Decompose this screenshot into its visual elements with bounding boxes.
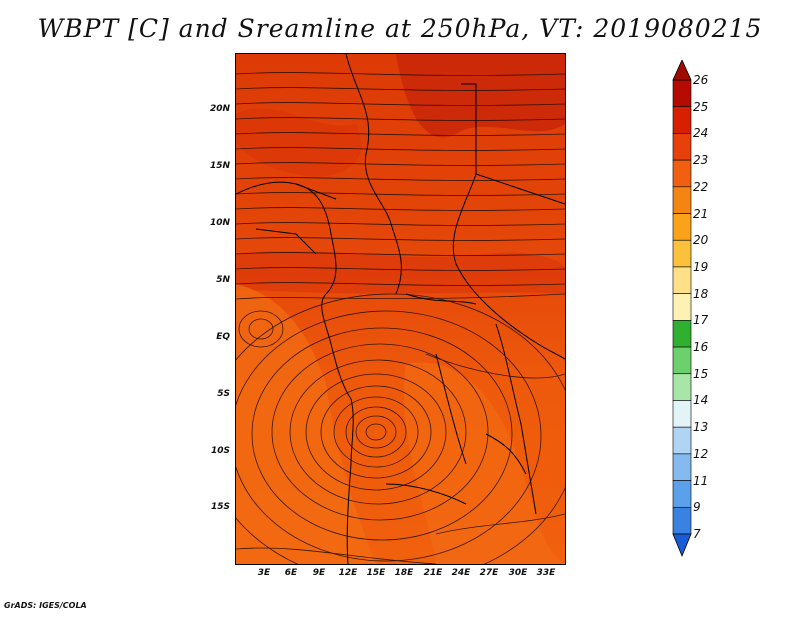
- lon-label: 30E: [508, 568, 528, 578]
- colorbar-label: 19: [693, 259, 709, 274]
- map-panel: [235, 53, 566, 565]
- colorbar-cell: [672, 213, 692, 241]
- colorbar-cell: [672, 293, 692, 321]
- lat-label: 10N: [209, 218, 230, 228]
- cool-region-south: [403, 362, 565, 564]
- lon-label: 27E: [479, 568, 499, 578]
- colorbar-cell: [672, 453, 692, 481]
- colorbar-cell: [672, 346, 692, 375]
- lon-label: 9E: [312, 568, 326, 578]
- colorbar-label: 11: [693, 473, 709, 488]
- colorbar-label: 9: [693, 500, 701, 515]
- colorbar-label: 24: [693, 126, 709, 141]
- colorbar-label: 16: [693, 340, 709, 355]
- colorbar-cell: [672, 186, 692, 214]
- colorbar-label: 17: [693, 313, 709, 328]
- colorbar-label: 21: [693, 206, 709, 221]
- colorbar-cell: [672, 373, 692, 401]
- colorbar-cell: [672, 159, 692, 188]
- colorbar-bottom-arrow: [672, 533, 692, 558]
- lon-label: 3E: [257, 568, 271, 578]
- lat-label: EQ: [216, 332, 230, 342]
- lon-label: 6E: [284, 568, 298, 578]
- coastlines-borders: [236, 54, 565, 564]
- colorbar-cell: [672, 320, 692, 348]
- lon-label: 15E: [366, 568, 386, 578]
- lat-label: 15N: [209, 161, 230, 171]
- warm-region-north: [396, 54, 565, 138]
- colorbar-cell: [672, 239, 692, 268]
- colorbar-cell: [672, 400, 692, 428]
- colorbar-label: 14: [693, 393, 709, 408]
- colorbar-cell: [672, 106, 692, 134]
- lon-label: 21E: [423, 568, 443, 578]
- colorbar-label: 15: [693, 366, 709, 381]
- colorbar-label: 7: [693, 527, 701, 541]
- colorbar-cell: [672, 426, 692, 455]
- lat-label: 10S: [210, 446, 230, 456]
- colorbar-label: 22: [693, 179, 709, 194]
- colorbar-cell: [672, 266, 692, 294]
- colorbar-top-arrow: [672, 60, 692, 81]
- colorbar-label: 18: [693, 286, 709, 301]
- chart-title: WBPT [C] and Sreamline at 250hPa, VT: 20…: [37, 14, 763, 43]
- colorbar-cell: [672, 133, 692, 161]
- colorbar-label: 12: [693, 446, 709, 461]
- lat-label: 5S: [217, 389, 230, 399]
- lon-label: 12E: [338, 568, 358, 578]
- lat-label: 15S: [210, 502, 230, 512]
- lon-label: 33E: [536, 568, 556, 578]
- colorbar-label: 20: [693, 233, 709, 248]
- colorbar-cell: [672, 506, 692, 535]
- colorbar: [672, 60, 692, 558]
- footer-credit: GrADS: IGES/COLA: [4, 601, 87, 610]
- warm-region-northwest: [236, 108, 362, 177]
- map-svg: [236, 54, 565, 564]
- lon-label: 18E: [394, 568, 414, 578]
- colorbar-label: 23: [693, 153, 709, 168]
- colorbar-label: 26: [693, 73, 709, 87]
- cool-region-southwest: [236, 284, 376, 564]
- colorbar-label: 25: [693, 99, 709, 114]
- colorbar-cell: [672, 480, 692, 508]
- lon-label: 24E: [451, 568, 471, 578]
- colorbar-cell: [672, 79, 692, 108]
- colorbar-label: 13: [693, 420, 709, 435]
- lat-label: 20N: [209, 104, 230, 114]
- lat-label: 5N: [216, 275, 230, 285]
